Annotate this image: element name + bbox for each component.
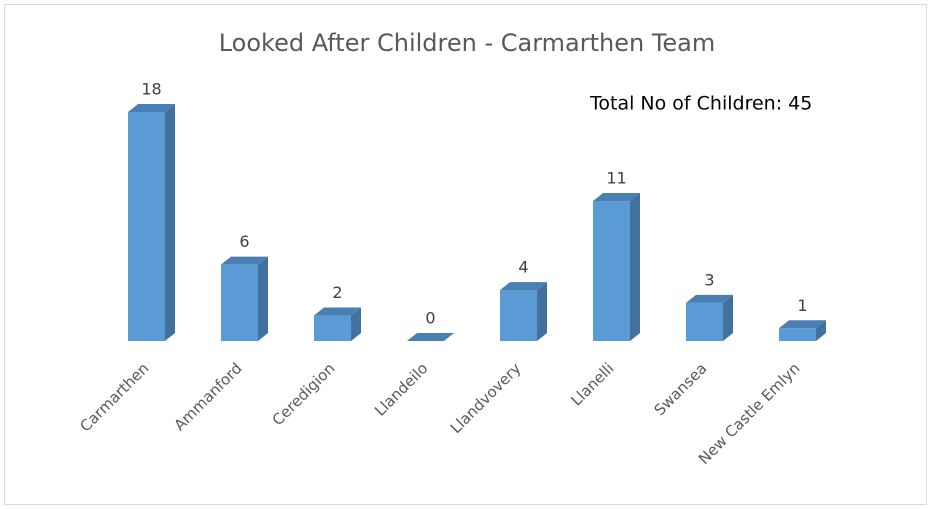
bar-side bbox=[258, 256, 268, 341]
bar bbox=[221, 256, 268, 341]
bar-side bbox=[723, 294, 733, 341]
bar-side bbox=[537, 282, 547, 341]
bar-top bbox=[779, 320, 826, 329]
bar-front bbox=[500, 290, 537, 341]
bar-front bbox=[221, 264, 258, 341]
bar-side bbox=[165, 104, 175, 341]
bar-side bbox=[351, 307, 361, 341]
bar-top bbox=[407, 333, 454, 341]
bar-top bbox=[314, 307, 361, 316]
chart-title: Looked After Children - Carmarthen Team bbox=[219, 29, 716, 57]
bar bbox=[407, 333, 454, 341]
bar bbox=[686, 294, 733, 341]
bar bbox=[500, 282, 547, 341]
annotation: Total No of Children: 45 bbox=[589, 93, 812, 115]
bar-top bbox=[221, 256, 268, 265]
data-label: 6 bbox=[239, 232, 249, 251]
bar-front bbox=[593, 201, 630, 341]
data-label: 11 bbox=[606, 169, 626, 188]
bar-top bbox=[128, 104, 175, 112]
bar-side bbox=[816, 320, 826, 341]
bar bbox=[314, 307, 361, 341]
data-label: 18 bbox=[141, 80, 161, 99]
bar-side bbox=[630, 193, 640, 341]
bar-top bbox=[500, 282, 547, 291]
bar-front bbox=[779, 328, 816, 341]
bar-front bbox=[128, 112, 165, 341]
bar-top bbox=[593, 193, 640, 202]
bar bbox=[593, 193, 640, 341]
bar bbox=[128, 104, 175, 341]
bar-front bbox=[314, 315, 351, 341]
data-label: 4 bbox=[518, 258, 528, 277]
data-label: 0 bbox=[425, 309, 435, 328]
bar-top bbox=[686, 294, 733, 303]
data-label: 2 bbox=[332, 283, 342, 302]
bar-front bbox=[686, 302, 723, 341]
data-label: 3 bbox=[704, 270, 714, 289]
bar bbox=[779, 320, 826, 341]
data-label: 1 bbox=[797, 296, 807, 315]
